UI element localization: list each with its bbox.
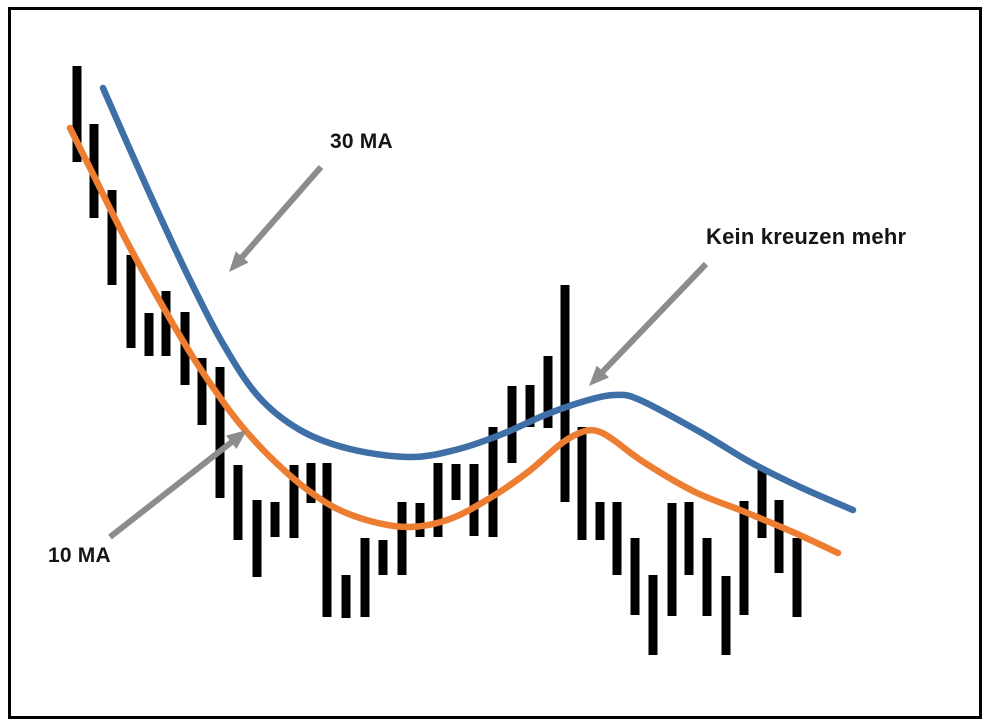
price-bar bbox=[161, 291, 171, 356]
price-bar bbox=[577, 427, 587, 540]
price-bar bbox=[792, 538, 802, 617]
price-bar bbox=[72, 66, 82, 162]
price-bar bbox=[233, 465, 243, 540]
price-bar bbox=[215, 367, 225, 498]
price-bar bbox=[560, 285, 570, 502]
chart-frame bbox=[8, 7, 982, 719]
price-bar bbox=[774, 500, 784, 573]
ma30-label: 30 MA bbox=[330, 130, 393, 153]
price-bar bbox=[360, 538, 370, 617]
price-bar bbox=[378, 540, 388, 575]
price-bar bbox=[126, 255, 136, 348]
price-bar bbox=[757, 470, 767, 538]
price-bar bbox=[397, 502, 407, 575]
price-bar bbox=[543, 356, 553, 428]
ma30-line bbox=[99, 84, 857, 514]
price-bar bbox=[415, 503, 425, 537]
ma10-arrow-icon-head bbox=[226, 430, 247, 450]
price-bar bbox=[107, 190, 117, 285]
price-bar bbox=[341, 575, 351, 618]
price-bar bbox=[739, 501, 749, 615]
price-bar bbox=[433, 463, 443, 537]
ma10-line bbox=[66, 124, 842, 557]
price-bar bbox=[270, 502, 280, 537]
price-bar bbox=[667, 503, 677, 616]
price-bar bbox=[306, 463, 316, 503]
price-bar bbox=[507, 386, 517, 463]
price-bar bbox=[684, 502, 694, 575]
no-more-crossing-arrow-icon-head bbox=[589, 365, 609, 386]
price-bar bbox=[197, 358, 207, 425]
price-bar bbox=[488, 427, 498, 537]
price-bar bbox=[451, 464, 461, 500]
price-bar bbox=[322, 463, 332, 617]
ma30-arrow-icon-head bbox=[229, 251, 249, 272]
ma10-label: 10 MA bbox=[48, 544, 111, 567]
price-bar bbox=[289, 465, 299, 538]
price-bar bbox=[144, 313, 154, 356]
ma10-arrow-icon-shaft bbox=[108, 438, 236, 540]
price-bar bbox=[702, 538, 712, 616]
price-bar bbox=[525, 385, 535, 427]
price-bar bbox=[612, 502, 622, 575]
price-bar bbox=[469, 464, 479, 536]
price-bar bbox=[648, 575, 658, 655]
price-bar bbox=[630, 538, 640, 615]
price-bar bbox=[595, 502, 605, 540]
no-more-crossing-label: Kein kreuzen mehr bbox=[706, 224, 907, 249]
price-bar bbox=[252, 500, 262, 577]
no-more-crossing-arrow-icon-shaft bbox=[598, 261, 709, 376]
price-bar bbox=[721, 576, 731, 655]
ma30-arrow-icon-shaft bbox=[237, 165, 324, 262]
